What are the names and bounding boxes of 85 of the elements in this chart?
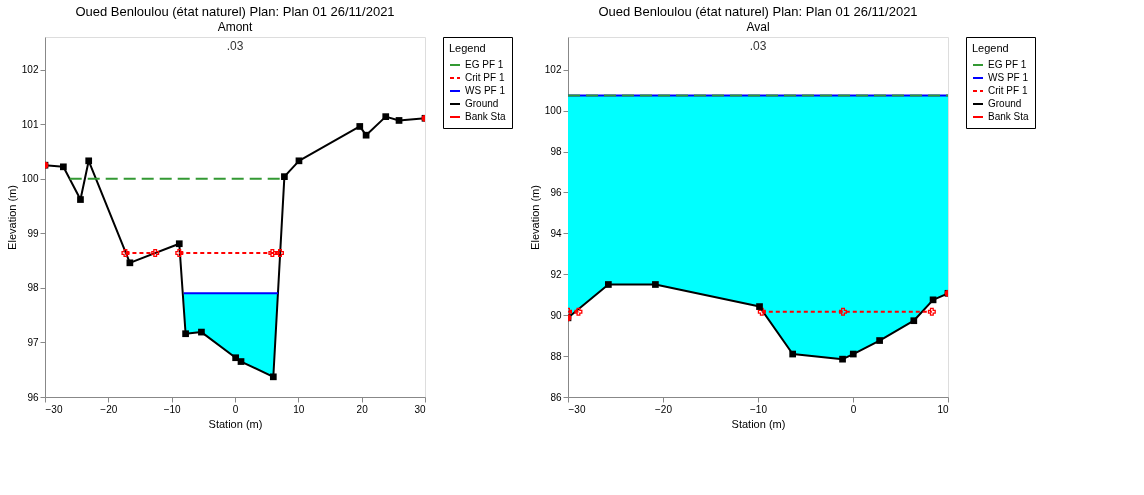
- x-tick-label: 30: [414, 403, 426, 415]
- x-tick-label: −30: [45, 403, 63, 415]
- chart-title: Oued Benloulou (état naturel) Plan: Plan 01 26/11/2021: [598, 3, 918, 19]
- x-tick-label: −10: [163, 403, 182, 415]
- point: [232, 354, 239, 362]
- point: [910, 317, 918, 325]
- legend-label: WS PF 1: [465, 85, 506, 96]
- point: [281, 173, 288, 180]
- y-tick-label: 102: [544, 64, 562, 76]
- point: [362, 131, 370, 139]
- point: [60, 163, 67, 171]
- point: [237, 358, 245, 365]
- legend-title: Legend: [972, 42, 1009, 54]
- annotation: .03: [226, 39, 244, 53]
- legend-label: Crit PF 1: [465, 72, 505, 83]
- chart-subtitle: Aval: [746, 19, 770, 34]
- x-tick-label: 0: [850, 403, 857, 415]
- point: [574, 307, 583, 316]
- point: [121, 249, 130, 257]
- point: [652, 281, 659, 288]
- y-tick-label: 96: [27, 391, 39, 403]
- point: [876, 337, 883, 344]
- point: [929, 296, 937, 304]
- legend-label: Bank Sta: [988, 111, 1030, 122]
- x-tick-label: 10: [937, 403, 949, 415]
- x-tick-label: 0: [232, 403, 239, 415]
- legend-label: Crit PF 1: [988, 85, 1028, 96]
- x-axis-title: Station (m): [208, 417, 263, 430]
- point: [849, 350, 857, 358]
- point: [757, 307, 766, 316]
- y-tick-label: 102: [21, 64, 39, 76]
- point: [85, 157, 93, 165]
- line-series: [568, 281, 948, 363]
- y-tick-label: 98: [550, 146, 562, 158]
- y-tick-label: 97: [27, 336, 39, 348]
- point: [295, 157, 303, 165]
- point: [605, 281, 612, 288]
- legend-label: Ground: [988, 98, 1022, 109]
- x-axis-title: Station (m): [731, 417, 786, 430]
- point: [839, 307, 848, 316]
- y-tick-label: 100: [544, 105, 562, 117]
- point: [382, 113, 390, 120]
- point: [789, 350, 797, 358]
- point: [275, 249, 284, 257]
- point: [927, 307, 936, 316]
- point: [756, 303, 763, 310]
- y-tick-label: 90: [550, 309, 562, 321]
- legend-label: EG PF 1: [988, 59, 1027, 70]
- point: [77, 196, 84, 203]
- y-tick-label: 86: [550, 391, 562, 403]
- x-tick-label: 20: [356, 403, 369, 415]
- point: [268, 249, 277, 257]
- legend-label: EG PF 1: [465, 59, 504, 70]
- x-tick-label: −10: [750, 403, 768, 415]
- legend-label: WS PF 1: [988, 72, 1029, 83]
- x-tick-label: −20: [100, 403, 118, 415]
- y-tick-label: 100: [21, 173, 39, 185]
- point: [175, 249, 184, 257]
- x-tick-label: −30: [568, 403, 586, 415]
- point: [151, 249, 160, 257]
- chart-title: Oued Benloulou (état naturel) Plan: Plan 01 26/11/2021: [75, 3, 395, 19]
- y-tick-label: 92: [550, 268, 562, 280]
- y-axis-title: Elevation (m): [5, 185, 18, 250]
- legend-label: Bank Sta: [465, 111, 507, 122]
- point: [395, 117, 403, 124]
- point: [839, 355, 846, 363]
- point: [126, 259, 134, 267]
- point: [356, 123, 364, 130]
- y-axis-title: Elevation (m): [528, 185, 541, 250]
- point: [175, 240, 183, 248]
- point: [269, 373, 277, 381]
- y-tick-label: 88: [550, 350, 562, 362]
- y-tick-label: 99: [27, 227, 39, 239]
- legend-label: Ground: [465, 98, 499, 109]
- y-tick-label: 98: [27, 282, 39, 294]
- y-tick-label: 94: [550, 227, 562, 239]
- legend-title: Legend: [449, 42, 486, 54]
- chart-subtitle: Amont: [217, 19, 253, 34]
- point: [182, 330, 189, 338]
- x-tick-label: −20: [655, 403, 673, 415]
- x-tick-label: 10: [293, 403, 305, 415]
- point: [198, 328, 205, 336]
- y-tick-label: 96: [550, 186, 562, 198]
- annotation: .03: [749, 39, 767, 53]
- y-tick-label: 101: [21, 118, 39, 130]
